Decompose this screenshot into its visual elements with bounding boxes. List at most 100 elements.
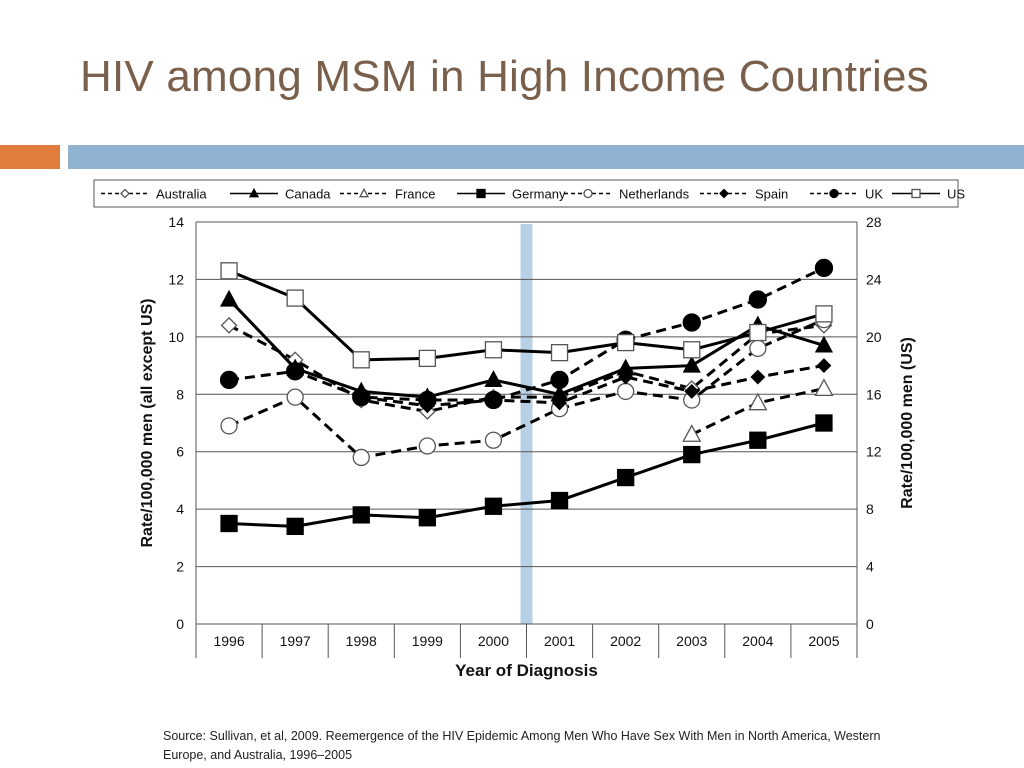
y-right-tick-label: 20 bbox=[866, 329, 882, 345]
y-right-tick-label: 24 bbox=[866, 271, 882, 287]
data-point-canada-2005 bbox=[814, 335, 834, 353]
data-point-netherlands-2004 bbox=[749, 339, 767, 357]
legend-label: UK bbox=[865, 187, 883, 202]
legend-swatch-marker bbox=[829, 188, 839, 199]
data-point-netherlands-1997 bbox=[286, 388, 304, 406]
y-left-tick-label: 14 bbox=[168, 214, 184, 230]
y-left-tick-label: 0 bbox=[176, 616, 184, 632]
data-point-germany-1999 bbox=[418, 509, 437, 527]
series-line-uk bbox=[228, 266, 825, 402]
data-point-uk-2000 bbox=[484, 390, 503, 410]
y-right-tick-label: 12 bbox=[866, 444, 882, 460]
data-point-uk-2003 bbox=[682, 313, 701, 332]
legend-entry-us: US bbox=[892, 187, 965, 202]
data-point-germany-2003 bbox=[683, 445, 701, 464]
y-right-tick-label: 16 bbox=[866, 386, 882, 402]
data-point-us-2005 bbox=[815, 305, 833, 323]
x-tick-label-1999: 1999 bbox=[412, 633, 443, 649]
data-point-germany-2004 bbox=[749, 431, 767, 449]
data-point-germany-2005 bbox=[815, 414, 833, 432]
x-tick-label-1996: 1996 bbox=[213, 633, 244, 649]
data-point-uk-2004 bbox=[748, 290, 767, 309]
legend-swatch-marker bbox=[476, 188, 486, 199]
y-right-tick-label: 28 bbox=[866, 214, 882, 230]
y-left-tick-label: 10 bbox=[168, 329, 184, 345]
data-point-uk-2005 bbox=[814, 258, 834, 278]
y-left-tick-label: 2 bbox=[176, 559, 184, 575]
series-line-netherlands bbox=[228, 318, 825, 459]
legend-entry-australia: Australia bbox=[101, 187, 207, 202]
legend-entry-uk: UK bbox=[810, 187, 883, 202]
series-uk bbox=[219, 258, 834, 410]
x-tick-label-1997: 1997 bbox=[280, 633, 311, 649]
series-line-us bbox=[228, 269, 825, 362]
legend-entry-netherlands: Netherlands bbox=[564, 187, 690, 202]
data-point-us-1998 bbox=[352, 351, 370, 369]
series-us bbox=[220, 262, 833, 369]
x-tick-label-2001: 2001 bbox=[544, 633, 575, 649]
data-point-germany-2001 bbox=[550, 491, 569, 510]
data-point-germany-1998 bbox=[352, 506, 370, 524]
data-point-netherlands-1996 bbox=[220, 417, 238, 435]
data-point-netherlands-1998 bbox=[352, 448, 370, 467]
data-point-us-2004 bbox=[749, 323, 767, 342]
data-point-us-2000 bbox=[484, 341, 503, 359]
data-point-uk-2001 bbox=[550, 370, 569, 390]
y-right-tick-label: 0 bbox=[866, 616, 874, 632]
legend-swatch-marker bbox=[583, 188, 593, 199]
data-point-germany-2000 bbox=[484, 497, 503, 515]
data-point-spain-2001 bbox=[552, 395, 567, 411]
data-point-us-2002 bbox=[617, 333, 635, 352]
x-axis-title: Year of Diagnosis bbox=[455, 661, 598, 680]
legend-entry-canada: Canada bbox=[230, 187, 331, 202]
data-point-uk-1997 bbox=[285, 362, 305, 381]
accent-bar-orange bbox=[0, 145, 60, 169]
data-point-france-2004 bbox=[748, 392, 768, 411]
data-point-spain-2002 bbox=[618, 369, 634, 385]
legend-label: Spain bbox=[755, 187, 788, 202]
data-point-netherlands-2002 bbox=[617, 382, 635, 401]
data-point-us-1996 bbox=[220, 262, 238, 280]
x-tick-label-2004: 2004 bbox=[742, 633, 773, 649]
data-point-uk-1998 bbox=[352, 388, 371, 407]
legend-label: US bbox=[947, 187, 965, 202]
y-right-tick-label: 4 bbox=[866, 559, 874, 575]
data-point-spain-2005 bbox=[816, 358, 832, 373]
series-line-germany bbox=[228, 421, 825, 528]
data-point-canada-1996 bbox=[219, 289, 239, 307]
data-point-germany-1997 bbox=[286, 517, 304, 536]
data-point-germany-1996 bbox=[220, 514, 238, 533]
x-tick-label-2000: 2000 bbox=[478, 633, 509, 649]
legend-swatch-marker bbox=[719, 188, 729, 199]
legend-label: Netherlands bbox=[619, 187, 690, 202]
data-point-australia-1996 bbox=[220, 316, 238, 334]
y-left-tick-label: 6 bbox=[176, 444, 184, 460]
series-germany bbox=[220, 414, 833, 536]
x-tick-label-2002: 2002 bbox=[610, 633, 641, 649]
data-point-canada-2000 bbox=[484, 370, 503, 387]
data-point-spain-2003 bbox=[684, 383, 700, 399]
legend-label: Canada bbox=[285, 187, 331, 202]
y-left-tick-label: 4 bbox=[176, 501, 184, 517]
x-tick-label-2003: 2003 bbox=[676, 633, 707, 649]
legend-entry-france: France bbox=[340, 187, 435, 202]
data-point-uk-1996 bbox=[219, 370, 239, 390]
x-tick-label-1998: 1998 bbox=[346, 633, 377, 649]
data-point-netherlands-2000 bbox=[484, 431, 503, 449]
y-left-axis-title: Rate/100,000 men (all except US) bbox=[139, 298, 156, 547]
data-point-france-2003 bbox=[682, 424, 702, 442]
slide-title: HIV among MSM in High Income Countries bbox=[80, 52, 929, 101]
x-tick-label-2005: 2005 bbox=[808, 633, 839, 649]
data-point-us-1999 bbox=[418, 349, 437, 368]
legend-entry-spain: Spain bbox=[700, 187, 788, 202]
y-left-tick-label: 8 bbox=[176, 386, 184, 402]
y-right-tick-label: 8 bbox=[866, 501, 874, 517]
series-line-canada bbox=[227, 298, 825, 399]
data-point-us-1997 bbox=[286, 289, 304, 307]
data-point-us-2001 bbox=[550, 343, 569, 362]
legend-swatch-marker bbox=[248, 187, 260, 198]
source-citation: Source: Sullivan, et al, 2009. Reemergen… bbox=[163, 729, 881, 762]
data-point-netherlands-1999 bbox=[418, 437, 437, 455]
legend-label: France bbox=[395, 187, 435, 202]
